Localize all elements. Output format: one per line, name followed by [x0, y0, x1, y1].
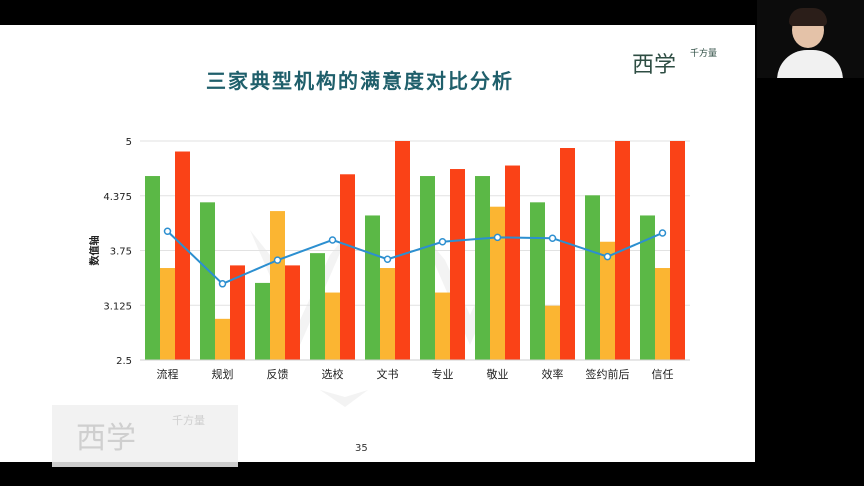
chart-line-series — [163, 227, 667, 288]
bar — [670, 141, 685, 360]
line-point — [273, 256, 282, 264]
presenter-video-thumbnail[interactable] — [757, 0, 864, 78]
bar — [380, 268, 395, 360]
line-point — [548, 234, 557, 242]
bar — [420, 176, 435, 360]
x-axis: 流程 规划 反馈 选校 文书 专业 敬业 效率 签约前后 信任 — [140, 359, 690, 381]
bar — [160, 268, 175, 360]
bar — [490, 206, 505, 360]
y-tick-label: 3.75 — [110, 247, 132, 258]
line-point — [163, 227, 172, 235]
bar — [560, 148, 575, 360]
bar — [640, 215, 655, 360]
bar — [505, 165, 520, 360]
x-tick-label: 流程 — [157, 367, 179, 381]
bar — [585, 195, 600, 360]
bar — [270, 211, 285, 360]
chart-bars — [145, 141, 685, 360]
watermark-subtext: 千方量 — [172, 414, 205, 427]
bar — [545, 305, 560, 360]
bar — [255, 282, 270, 360]
bar — [230, 265, 245, 360]
watermark-text: 西学 — [76, 421, 136, 456]
line-point — [218, 280, 227, 288]
bar — [175, 151, 190, 360]
bar — [435, 292, 450, 360]
bar — [365, 215, 380, 360]
x-tick-label: 信任 — [652, 368, 674, 381]
x-tick-label: 签约前后 — [586, 367, 630, 381]
y-axis: 2.5 3.125 3.75 4.375 5 — [103, 137, 132, 367]
video-watermark: 西学 千方量 — [52, 405, 238, 467]
x-tick-label: 文书 — [377, 367, 399, 381]
bar — [200, 202, 215, 360]
brand-logo-text: 西学 — [632, 53, 677, 78]
presenter-body — [777, 50, 843, 78]
x-tick-label: 规划 — [212, 367, 234, 381]
brand-logo-subtext: 千方量 — [690, 49, 718, 59]
x-tick-label: 专业 — [432, 367, 454, 381]
bar — [395, 141, 410, 360]
x-tick-label: 反馈 — [267, 368, 289, 381]
bar — [325, 292, 340, 360]
line-point — [383, 255, 392, 264]
bar — [145, 176, 160, 360]
bar — [655, 268, 670, 360]
line-series-path — [166, 230, 663, 285]
y-axis-label: 数值轴 — [88, 236, 101, 266]
presentation-slide: 三家典型机构的满意度对比分析 西学 千方量 2.5 3.125 3.75 4.375 5… — [0, 25, 755, 462]
line-point — [328, 236, 337, 244]
page-number: 35 — [355, 443, 368, 454]
x-tick-label: 敬业 — [487, 368, 509, 381]
line-point — [658, 229, 667, 237]
brand-logo: 西学 千方量 — [632, 47, 722, 79]
y-tick-label: 5 — [126, 137, 132, 148]
bar — [340, 174, 355, 360]
bar — [215, 318, 230, 360]
bar — [450, 169, 465, 360]
y-tick-label: 4.375 — [103, 192, 132, 203]
line-point — [603, 252, 612, 261]
bar — [600, 241, 615, 360]
satisfaction-chart: 2.5 3.125 3.75 4.375 5 数值轴 流程 规划 反馈 选校 文书 专业 敬业 效率 签… — [88, 137, 690, 407]
bar — [530, 202, 545, 360]
y-tick-label: 3.125 — [103, 301, 132, 312]
presenter-hair — [789, 8, 827, 26]
bar — [475, 176, 490, 360]
x-tick-label: 效率 — [542, 367, 564, 381]
bar — [310, 253, 325, 360]
line-point — [493, 233, 502, 242]
line-point — [438, 237, 447, 246]
bar — [285, 265, 300, 360]
y-tick-label: 2.5 — [116, 356, 132, 367]
slide-title: 三家典型机构的满意度对比分析 — [206, 69, 514, 93]
x-tick-label: 选校 — [322, 367, 344, 381]
